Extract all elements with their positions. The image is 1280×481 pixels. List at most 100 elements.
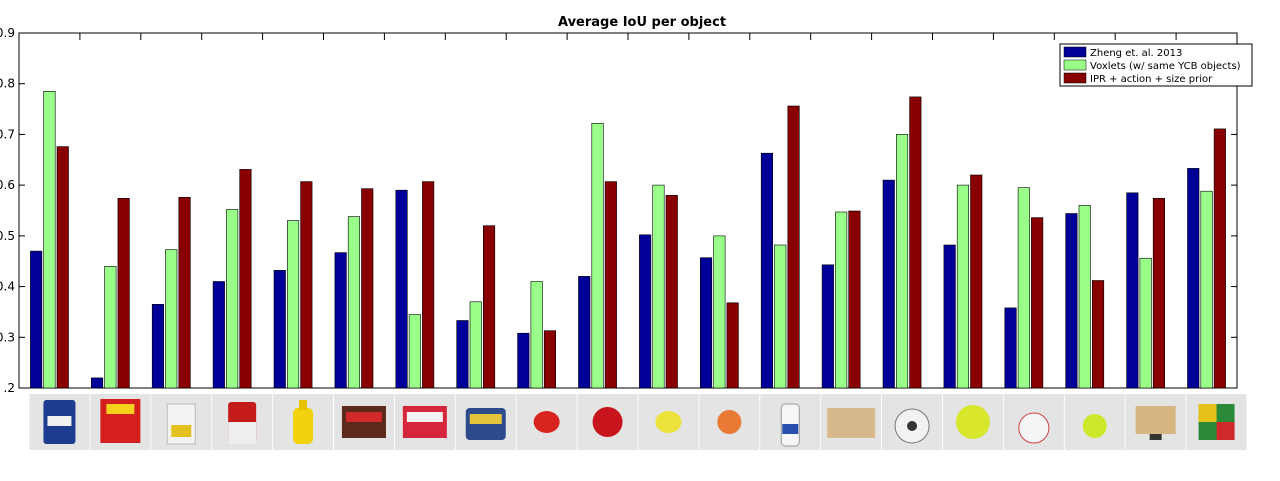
- legend-label-1: Zheng et. al. 2013: [1090, 48, 1182, 59]
- sugar-box-icon: [151, 394, 212, 450]
- bar-series-3-object-9: [543, 330, 557, 389]
- jello-chocolate-box-icon: [333, 394, 394, 450]
- wood-block-icon: [821, 394, 882, 450]
- foam-brick-icon: [1125, 394, 1186, 450]
- bar-series-3-object-13: [787, 105, 800, 389]
- legend: Zheng et. al. 2013 Voxlets (w/ same YCB o…: [1059, 43, 1253, 87]
- bar-series-1-object-9: [517, 332, 530, 389]
- y-tick-label: 0.5: [0, 229, 15, 243]
- softball-icon: [942, 394, 1003, 450]
- bar-series-3-object-10: [604, 181, 617, 389]
- chart-title: Average IoU per object: [558, 15, 726, 30]
- bars: [30, 91, 1226, 389]
- bar-series-1-object-7: [395, 189, 408, 389]
- bar-series-1-object-17: [1004, 307, 1017, 389]
- peach-icon: [699, 394, 760, 450]
- bar-series-2-object-5: [286, 220, 300, 389]
- bleach-bottle-icon: [760, 394, 821, 450]
- bar-series-3-object-20: [1213, 128, 1226, 389]
- bar-series-3-object-19: [1152, 198, 1165, 389]
- bar-series-1-object-18: [1065, 213, 1078, 389]
- bar-series-1-object-1: [30, 250, 43, 389]
- bar-series-2-object-13: [774, 244, 787, 389]
- bar-series-1-object-8: [456, 320, 469, 389]
- bar-series-3-object-6: [361, 188, 374, 389]
- bar-series-3-object-7: [422, 181, 435, 389]
- bar-series-1-object-5: [273, 269, 286, 389]
- bar-series-2-object-8: [469, 301, 482, 389]
- bar-series-2-object-11: [652, 184, 665, 389]
- bar-series-2-object-18: [1078, 205, 1091, 389]
- legend-box: [1059, 43, 1253, 87]
- bar-series-3-object-1: [56, 146, 69, 389]
- bar-series-2-object-9: [530, 281, 543, 389]
- bar-series-3-object-16: [970, 174, 983, 389]
- y-tick-label: 0.7: [0, 127, 15, 141]
- bar-series-3-object-14: [848, 210, 861, 389]
- spam-can-icon: [455, 394, 516, 450]
- bar-series-2-object-15: [895, 134, 909, 389]
- strawberry-icon: [516, 394, 577, 450]
- bar-series-1-object-20: [1187, 168, 1200, 389]
- bar-series-2-object-7: [408, 314, 421, 389]
- bar-series-1-object-4: [212, 281, 225, 389]
- bar-series-3-object-17: [1031, 217, 1044, 389]
- bar-series-1-object-14: [821, 264, 834, 389]
- bar-series-1-object-6: [334, 252, 347, 389]
- bar-series-2-object-4: [226, 209, 239, 389]
- object-thumbnails: [29, 394, 1247, 450]
- baseball-icon: [1003, 394, 1064, 450]
- plot-frame: [18, 32, 1238, 389]
- cracker-box-icon: [90, 394, 151, 450]
- bar-series-2-object-1: [43, 91, 56, 389]
- bar-series-1-object-2: [91, 377, 104, 389]
- coffee-can-icon: [29, 394, 90, 450]
- y-tick-label: 0.9: [0, 26, 15, 40]
- bar-series-3-object-18: [1092, 280, 1105, 389]
- y-tick-label: 0.4: [0, 280, 15, 294]
- bar-series-2-object-20: [1200, 190, 1213, 389]
- bar-series-3-object-5: [300, 181, 313, 389]
- bar-series-1-object-15: [882, 179, 895, 389]
- bar-series-2-object-16: [956, 184, 970, 389]
- bar-series-3-object-11: [665, 195, 678, 389]
- bar-series-3-object-3: [178, 197, 191, 389]
- y-tick-label: 0.6: [0, 178, 15, 192]
- tennis-ball-icon: [1064, 394, 1125, 450]
- bar-series-1-object-12: [699, 257, 713, 389]
- legend-label-2: Voxlets (w/ same YCB objects): [1090, 61, 1241, 72]
- rubiks-cube-icon: [1186, 394, 1247, 450]
- mini-soccer-ball-icon: [882, 394, 943, 450]
- jello-strawberry-box-icon: [394, 394, 455, 450]
- apple-icon: [577, 394, 638, 450]
- bar-series-2-object-2: [104, 265, 117, 389]
- y-tick-label: 0.3: [0, 330, 15, 344]
- legend-swatch-2: [1063, 59, 1087, 71]
- lemon-icon: [638, 394, 699, 450]
- bar-series-2-object-19: [1139, 257, 1152, 389]
- bar-series-1-object-19: [1126, 192, 1139, 389]
- bar-series-3-object-4: [239, 169, 252, 389]
- bar-series-3-object-2: [117, 198, 130, 389]
- legend-swatch-3: [1063, 72, 1087, 84]
- y-tick-label: 0.8: [0, 77, 15, 91]
- legend-swatch-1: [1063, 46, 1087, 58]
- bar-series-1-object-13: [760, 152, 774, 389]
- bar-series-2-object-14: [835, 211, 848, 389]
- bar-series-1-object-10: [578, 276, 591, 389]
- bar-series-2-object-12: [713, 235, 726, 389]
- bar-series-2-object-6: [347, 216, 361, 389]
- y-tick-label: .2: [4, 381, 15, 395]
- legend-label-3: IPR + action + size prior: [1090, 74, 1213, 85]
- bar-series-1-object-3: [151, 303, 164, 389]
- bar-series-2-object-10: [591, 123, 604, 389]
- bar-series-1-object-11: [639, 234, 652, 389]
- soup-can-icon: [212, 394, 273, 450]
- bar-series-2-object-3: [165, 249, 178, 389]
- bar-series-3-object-12: [726, 302, 739, 389]
- bar-series-2-object-17: [1017, 187, 1030, 389]
- bar-series-3-object-8: [482, 225, 496, 389]
- bar-series-1-object-16: [943, 244, 956, 389]
